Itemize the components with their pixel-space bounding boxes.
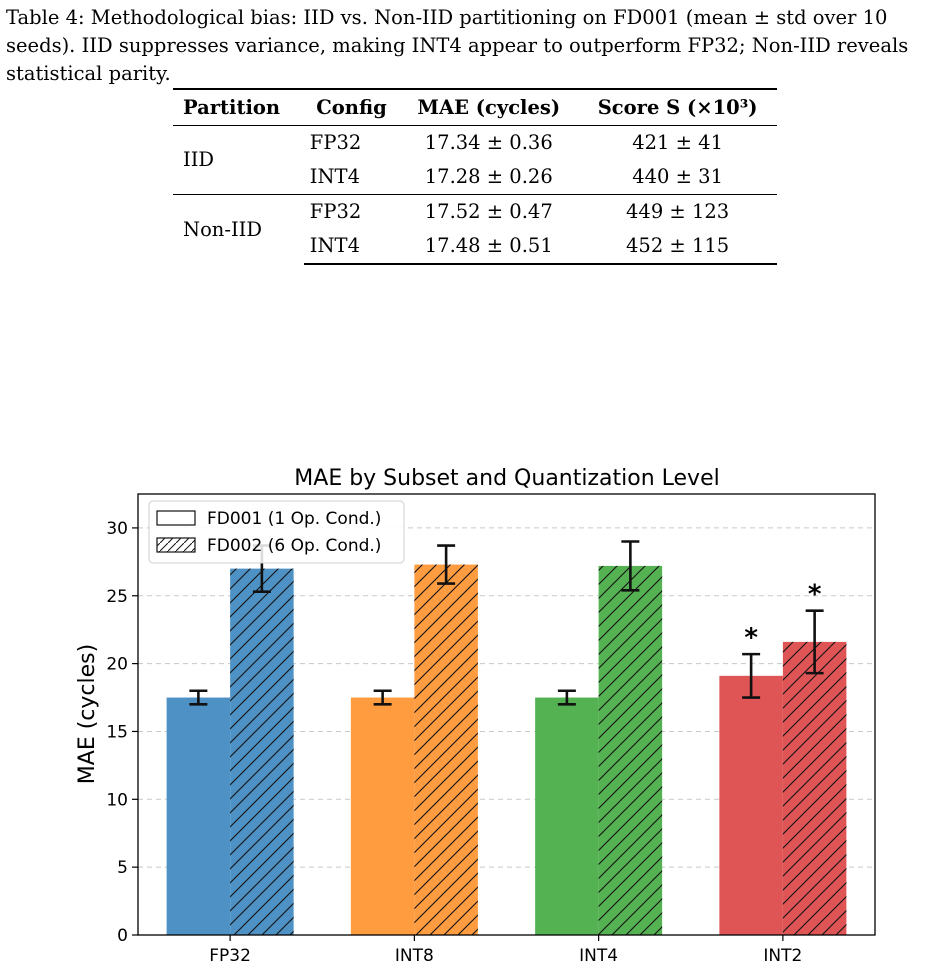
bar-hatch (414, 564, 478, 935)
y-tick-label: 5 (117, 858, 128, 878)
score-cell: 421 ± 41 (632, 131, 723, 154)
x-tick-label: FP32 (209, 946, 251, 966)
y-axis-label: MAE (cycles) (75, 644, 100, 784)
config-cell: INT4 (303, 229, 400, 265)
table-row: INT4 17.28 ± 0.26 440 ± 31 (173, 160, 777, 195)
x-tick-label: INT8 (395, 946, 434, 966)
plot-frame (137, 493, 876, 936)
partition-cell: Non-IID (173, 194, 304, 264)
header-partition: Partition (173, 88, 304, 126)
table-header-row: Partition Config MAE (cycles) Score S (×… (173, 88, 777, 126)
table-row: INT4 17.48 ± 0.51 452 ± 115 (173, 229, 777, 265)
bar-int4-fd001 (535, 697, 599, 935)
config-cell: FP32 (309, 131, 362, 154)
results-table: Partition Config MAE (cycles) Score S (×… (173, 88, 777, 265)
y-tick-label: 15 (106, 722, 128, 742)
y-tick-label: 0 (117, 926, 128, 946)
header-config: Config (303, 88, 400, 126)
legend: FD001 (1 Op. Cond.) FD002 (6 Op. Cond.) (148, 500, 405, 564)
partition-cell: IID (183, 148, 215, 171)
bars (166, 564, 847, 935)
mae-cell: 17.52 ± 0.47 (399, 194, 579, 229)
significance-marker: * (744, 623, 758, 653)
bar-hatch (230, 568, 294, 935)
legend-label: FD001 (1 Op. Cond.) (207, 509, 381, 529)
mae-cell: 17.28 ± 0.26 (424, 165, 553, 188)
y-tick-label: 10 (106, 790, 128, 810)
y-tick-label: 25 (106, 587, 128, 607)
config-cell: FP32 (303, 194, 400, 229)
legend-box (148, 500, 405, 564)
y-tick-label: 30 (106, 519, 128, 539)
chart-container: MAE by Subset and Quantization Level MAE… (0, 455, 949, 973)
table-caption: Table 4: Methodological bias: IID vs. No… (6, 4, 946, 88)
score-cell: 449 ± 123 (578, 194, 777, 229)
x-tick-label: INT2 (763, 946, 802, 966)
x-tick-label: INT4 (579, 946, 618, 966)
bar-int2-fd001 (719, 675, 783, 935)
table-row: IID FP32 17.34 ± 0.36 421 ± 41 (173, 126, 777, 171)
score-cell: 440 ± 31 (632, 165, 723, 188)
bar-int8-fd001 (350, 697, 415, 935)
legend-label: FD002 (6 Op. Cond.) (207, 536, 381, 556)
table-row: Non-IID FP32 17.52 ± 0.47 449 ± 123 (173, 194, 777, 264)
bar-hatch (598, 565, 663, 935)
bar-hatch (782, 641, 847, 935)
mae-cell: 17.34 ± 0.36 (424, 131, 553, 154)
significance-marker: * (808, 580, 822, 610)
caption-label: Table 4: (6, 6, 85, 29)
chart-title: MAE by Subset and Quantization Level (294, 466, 719, 491)
mae-cell: 17.48 ± 0.51 (399, 229, 579, 265)
legend-swatch-hatch (157, 538, 195, 552)
axes: 0 5 10 15 20 25 30 FP32 INT8 INT4 INT2 (106, 493, 876, 966)
y-tick-label: 20 (106, 655, 128, 675)
caption-text: Methodological bias: IID vs. Non-IID par… (6, 6, 909, 85)
score-cell: 452 ± 115 (578, 229, 777, 265)
mae-bar-chart: MAE by Subset and Quantization Level MAE… (75, 466, 876, 966)
config-cell: INT4 (309, 165, 360, 188)
header-mae: MAE (cycles) (399, 88, 579, 126)
legend-swatch (156, 510, 196, 526)
bar-fp32-fd001 (166, 697, 231, 935)
header-score: Score S (×10³) (578, 88, 777, 126)
